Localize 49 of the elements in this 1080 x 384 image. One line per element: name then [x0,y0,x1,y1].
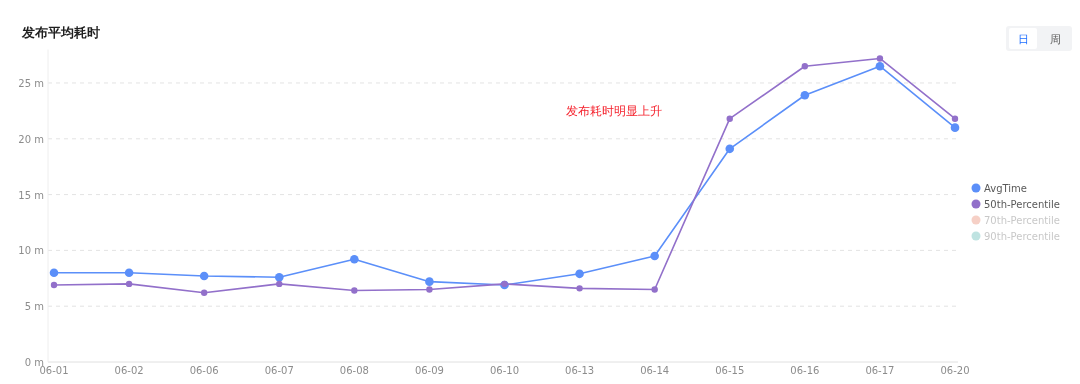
x-tick-label: 06-16 [790,365,820,376]
x-tick-label: 06-17 [865,365,895,376]
point [801,63,809,70]
point [650,251,659,261]
point [274,272,284,282]
x-tick-label: 06-02 [114,365,144,376]
y-tick-label: 15 m [18,189,44,201]
x-tick-label: 06-09 [414,365,444,376]
point [725,144,735,154]
x-tick-label: 06-10 [489,365,520,376]
point [125,280,133,288]
x-tick-label: 06-06 [189,365,219,376]
legend-label: 50th-Percentile [984,198,1060,210]
point [951,115,959,122]
y-tick-label: 0 m [24,357,44,368]
x-tick-label: 06-08 [339,365,369,376]
x-tick-label: 06-07 [264,365,294,376]
point [576,285,583,292]
x-tick-label: 06-01 [39,365,69,376]
legend-label: AvgTime [984,182,1027,194]
point [50,281,58,289]
point [351,287,358,294]
x-tick-label: 06-20 [940,365,970,376]
text: 日 [1017,33,1029,46]
x-tick-label: 06-14 [640,365,670,376]
y-tick-label: 20 m [18,133,44,145]
point [800,90,810,100]
y-tick-label: 25 m [18,77,44,89]
point [875,61,885,71]
x-tick-label: 06-15 [715,365,745,376]
text: 周 [1049,33,1061,46]
point [350,255,359,264]
point [575,269,584,279]
point [726,115,733,122]
point [950,123,960,132]
annotation: 发布耗时明显上升 [566,104,662,118]
x-tick-label: 06-13 [565,365,595,376]
point [425,277,434,286]
point [426,286,433,293]
point [276,280,283,288]
chart-title: 发布平均耗时 [21,25,100,40]
point [199,271,209,281]
point [651,286,658,293]
y-tick-label: 10 m [18,245,44,257]
y-tick-label: 5 m [24,301,44,313]
point [49,268,59,278]
point [124,268,134,278]
point [200,289,208,296]
point [876,55,884,62]
